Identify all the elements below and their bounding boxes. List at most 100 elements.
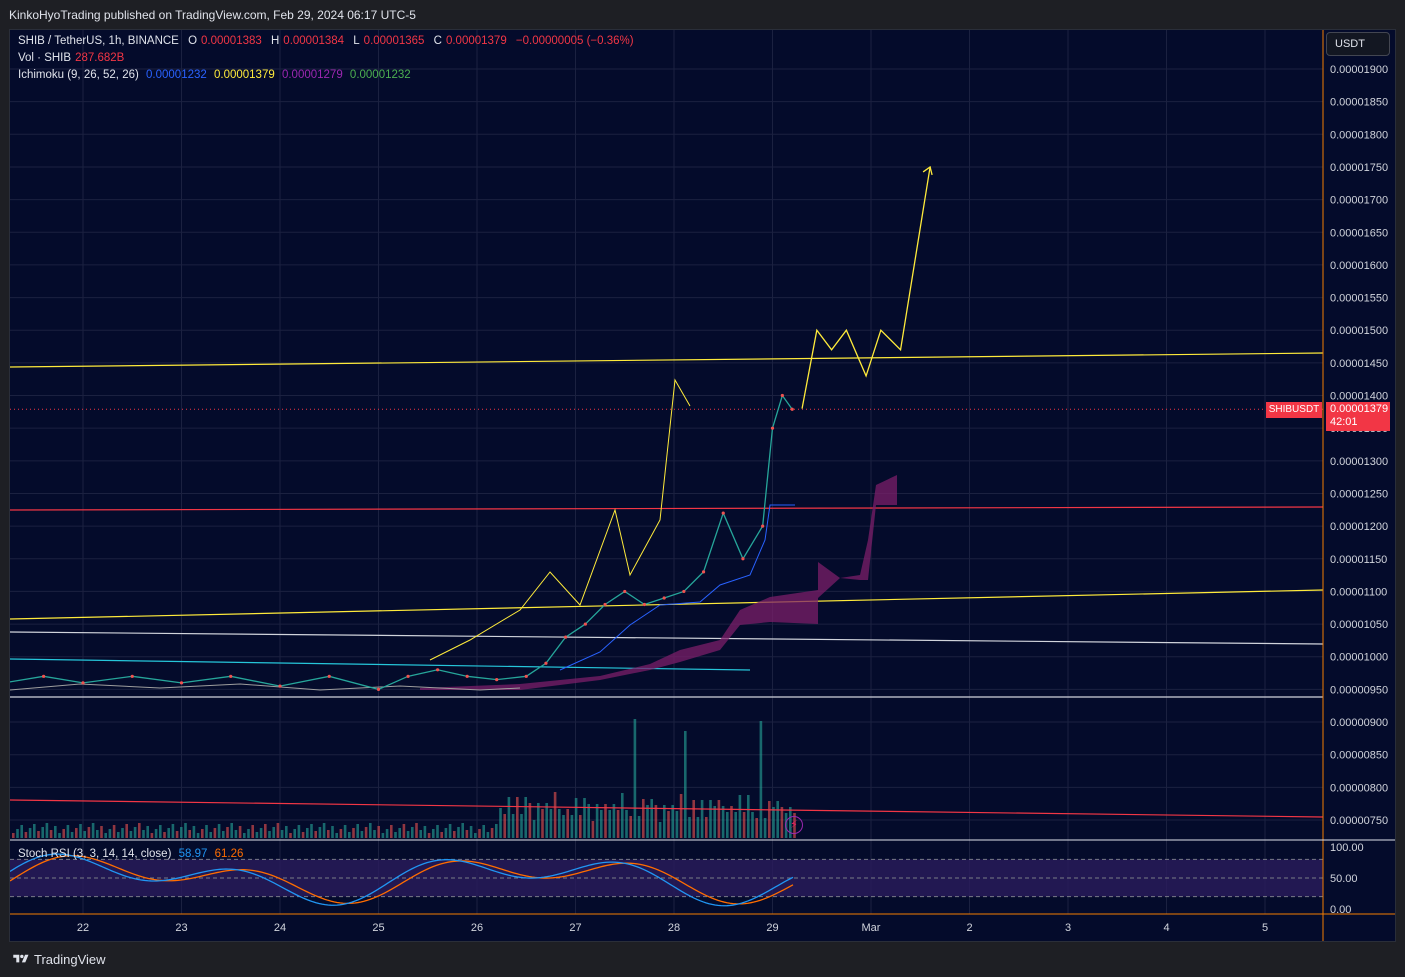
volume-bar [83,831,86,838]
volume-bar [499,808,502,838]
volume-bar [747,795,750,838]
volume-bar [289,833,292,838]
volume-bar [104,833,107,838]
price-point [780,393,784,398]
volume-bar [108,829,112,838]
volume-bar [230,823,233,838]
volume-bar [247,829,250,838]
volume-bar [150,833,154,838]
volume-bar [642,799,645,838]
volume-bar [768,801,771,838]
volume-bar [138,823,141,838]
volume-bar [28,828,32,838]
volume-bar [654,805,658,838]
price-point [583,622,587,626]
lightning-icon[interactable]: ⚡ [785,816,803,834]
volume-bar [646,805,649,838]
stoch-d-value: 61.26 [214,848,244,860]
price-point [229,674,233,678]
volume-bar [675,811,679,838]
volume-bar [600,810,603,838]
y-tick-label: 0.00001550 [1330,293,1388,305]
volume-bar [381,833,385,838]
volume-bar [369,823,372,838]
low-value: 0.00001365 [363,35,425,47]
volume-bar [511,814,515,838]
volume-bar [478,829,481,838]
y-tick-label: 0.00001800 [1330,129,1388,141]
volume-bar [755,818,758,838]
volume-bar [402,824,406,838]
stoch-tick-label: 50.00 [1330,873,1358,885]
volume-bar [100,826,103,838]
resistance-line [10,352,1323,368]
volume-bar [738,795,742,838]
volume-bar [255,832,259,838]
volume-bar [520,814,523,838]
volume-bar [268,831,271,838]
volume-bar [776,801,779,838]
ichimoku-value-2: 0.00001379 [213,69,275,81]
y-tick-label: 0.00001900 [1330,64,1388,76]
price-point [790,407,794,411]
volume-bar [209,832,212,838]
volume-bar [637,816,641,838]
volume-bar [688,817,691,838]
low-label: L [353,35,360,47]
price-point [495,677,499,682]
volume-bar [579,815,582,838]
high-value: 0.00001384 [283,35,345,47]
volume-bar [587,804,590,838]
symbol-legend: SHIB / TetherUS, 1h, BINANCE O 0.00001383… [18,35,634,47]
price-point [42,674,46,678]
ichimoku-legend: Ichimoku (9, 26, 52, 26) 0.00001232 0.00… [18,69,411,81]
volume-bar [117,832,120,838]
volume-bar [440,832,443,838]
volume-bar [541,809,544,838]
volume-bar [318,827,322,838]
volume-bar [604,804,607,838]
volume-bar [730,806,733,838]
volume-bar [79,824,82,838]
volume-bar [335,833,338,838]
volume-bar [343,825,347,838]
volume-bar [390,825,393,838]
cloud-area [420,475,897,690]
volume-bar [726,812,729,838]
volume-bar [142,830,145,838]
volume-bar [679,794,683,838]
volume-bar [759,721,763,838]
volume-bar [658,822,662,838]
volume-bar [49,830,53,838]
y-tick-label: 0.00001850 [1330,97,1388,109]
volume-bar [133,827,137,838]
volume-bar [171,824,175,838]
chart-panel[interactable] [9,29,1396,942]
y-tick-label: 0.00001000 [1330,652,1388,664]
currency-button[interactable]: USDT [1326,32,1390,56]
volume-bar [583,798,586,838]
y-tick-label: 0.00000850 [1330,750,1388,762]
volume-bar [419,830,422,838]
volume-bar [436,825,439,838]
volume-bar [667,811,670,838]
x-tick-label: 5 [1262,922,1268,934]
volume-bar [474,833,477,838]
stoch-k-value: 58.97 [178,848,208,860]
y-tick-label: 0.00001650 [1330,227,1388,239]
volume-bar [66,825,70,838]
grid [10,30,1323,914]
volume-bar [721,806,725,838]
volume-bar [751,812,754,838]
x-tick-label: 4 [1163,922,1169,934]
close-label: C [433,35,442,47]
volume-bar [528,803,532,838]
volume-bar [205,825,208,838]
volume-bar [356,824,359,838]
volume-bar [566,809,569,838]
price-point [278,684,282,688]
volume-bar [415,823,418,838]
volume-bar [486,832,490,838]
volume-bar [427,833,431,838]
